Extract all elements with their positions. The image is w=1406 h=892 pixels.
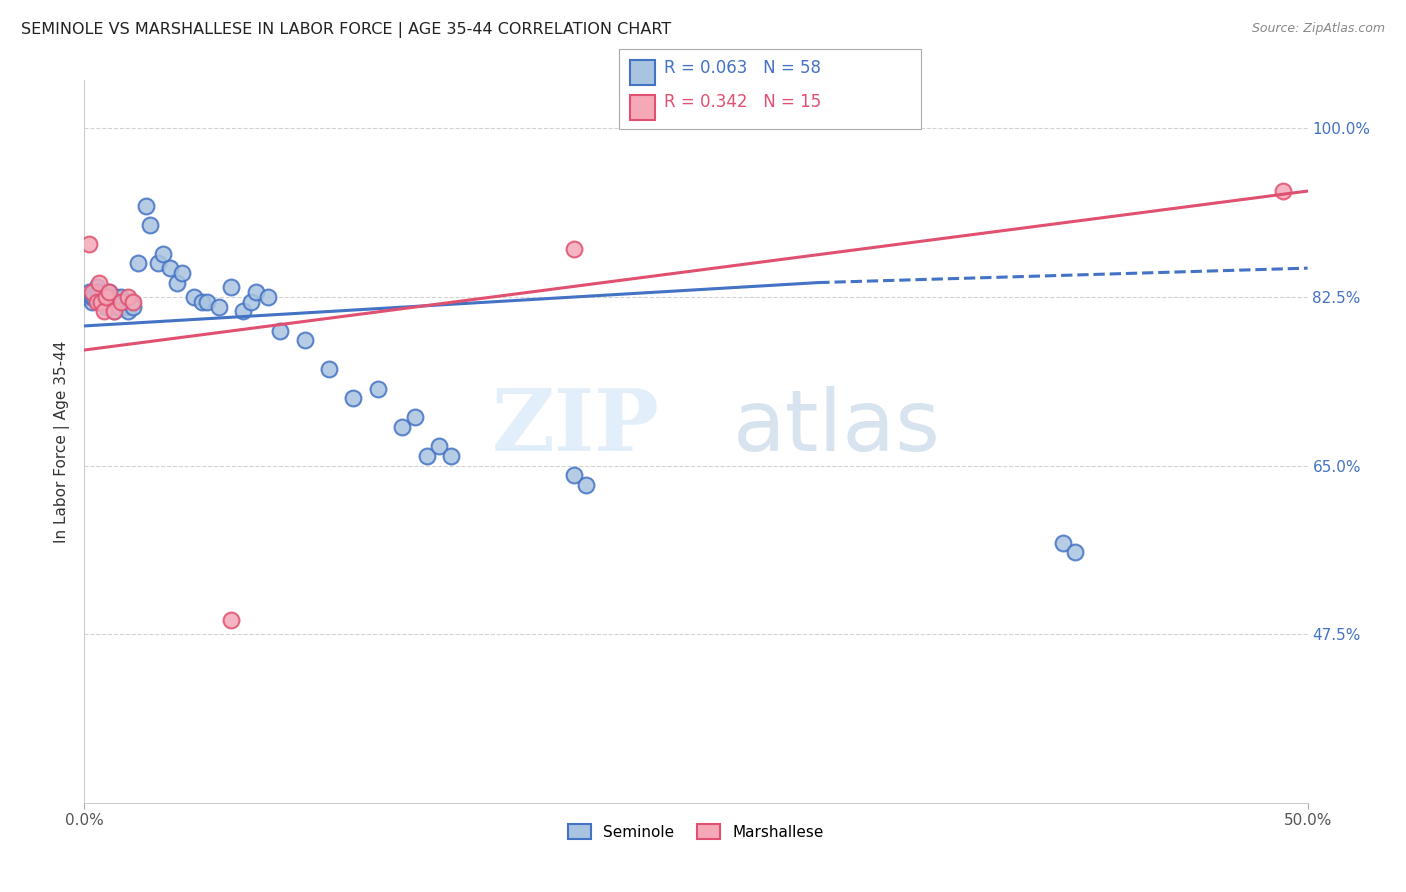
- Point: [183, 290, 205, 304]
- Point: [122, 294, 145, 309]
- Point: [232, 304, 254, 318]
- Text: SEMINOLE VS MARSHALLESE IN LABOR FORCE | AGE 35-44 CORRELATION CHART: SEMINOLE VS MARSHALLESE IN LABOR FORCE |…: [21, 22, 671, 38]
- Point: [93, 304, 115, 318]
- Text: Source: ZipAtlas.com: Source: ZipAtlas.com: [1251, 22, 1385, 36]
- Point: [115, 300, 138, 314]
- Point: [391, 420, 413, 434]
- Point: [127, 256, 149, 270]
- Point: [110, 294, 132, 309]
- Point: [427, 439, 450, 453]
- Point: [117, 304, 139, 318]
- Point: [103, 304, 125, 318]
- Point: [342, 391, 364, 405]
- Point: [404, 410, 426, 425]
- Point: [77, 285, 100, 300]
- Point: [76, 290, 98, 304]
- Point: [152, 246, 174, 260]
- Point: [120, 294, 142, 309]
- Text: atlas: atlas: [733, 385, 941, 468]
- Point: [219, 280, 242, 294]
- Text: R = 0.063   N = 58: R = 0.063 N = 58: [664, 60, 821, 78]
- Point: [318, 362, 340, 376]
- Point: [86, 294, 108, 309]
- Point: [191, 294, 214, 309]
- Legend: Seminole, Marshallese: Seminole, Marshallese: [562, 818, 830, 846]
- Point: [269, 324, 291, 338]
- Point: [122, 300, 145, 314]
- Point: [562, 242, 585, 256]
- Point: [97, 285, 120, 300]
- Point: [117, 290, 139, 304]
- Point: [239, 294, 262, 309]
- Point: [90, 294, 112, 309]
- Point: [208, 300, 231, 314]
- Point: [90, 290, 112, 304]
- Point: [367, 382, 389, 396]
- Y-axis label: In Labor Force | Age 35-44: In Labor Force | Age 35-44: [55, 341, 70, 542]
- Point: [1272, 184, 1295, 198]
- Point: [103, 304, 125, 318]
- Point: [105, 290, 128, 304]
- Point: [159, 261, 181, 276]
- Point: [105, 294, 128, 309]
- Point: [100, 294, 122, 309]
- Point: [1052, 535, 1074, 549]
- Point: [440, 449, 463, 463]
- Point: [90, 294, 112, 309]
- Point: [93, 294, 115, 309]
- Point: [146, 256, 169, 270]
- Point: [294, 334, 316, 348]
- Text: ZIP: ZIP: [492, 385, 659, 469]
- Point: [562, 468, 585, 483]
- Point: [80, 290, 103, 304]
- Point: [83, 290, 105, 304]
- Point: [135, 198, 157, 212]
- Point: [110, 290, 132, 304]
- Point: [575, 478, 598, 492]
- Point: [96, 290, 118, 304]
- Point: [219, 613, 242, 627]
- Point: [86, 280, 108, 294]
- Point: [96, 300, 118, 314]
- Point: [195, 294, 218, 309]
- Point: [97, 290, 120, 304]
- Point: [139, 218, 162, 232]
- Point: [257, 290, 280, 304]
- Text: R = 0.342   N = 15: R = 0.342 N = 15: [664, 94, 821, 112]
- Point: [87, 276, 110, 290]
- Point: [245, 285, 267, 300]
- Point: [87, 285, 110, 300]
- Point: [97, 285, 120, 300]
- Point: [1064, 545, 1087, 559]
- Point: [83, 285, 105, 300]
- Point: [416, 449, 439, 463]
- Point: [112, 294, 135, 309]
- Point: [77, 237, 100, 252]
- Point: [87, 290, 110, 304]
- Point: [86, 285, 108, 300]
- Point: [80, 285, 103, 300]
- Point: [107, 300, 129, 314]
- Point: [166, 276, 188, 290]
- Point: [80, 294, 103, 309]
- Point: [172, 266, 194, 280]
